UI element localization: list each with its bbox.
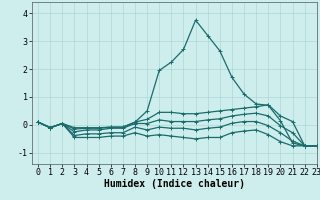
X-axis label: Humidex (Indice chaleur): Humidex (Indice chaleur) (104, 179, 245, 189)
